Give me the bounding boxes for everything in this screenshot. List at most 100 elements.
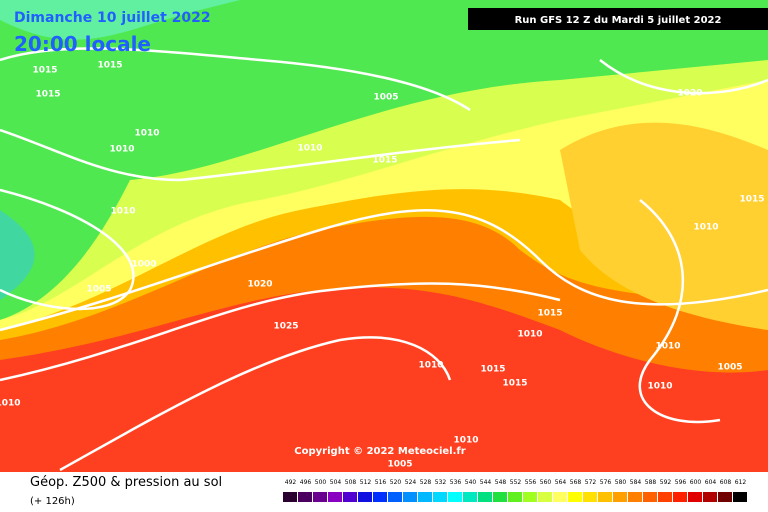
isobar-label: 1010	[134, 129, 159, 139]
scale-label: 540	[465, 479, 477, 486]
isobar-label: 1015	[537, 309, 562, 319]
isobar-label: 1015	[97, 61, 122, 71]
scale-label: 524	[405, 479, 417, 486]
isobar-label: 1010	[297, 144, 322, 154]
isobar-label: 1015	[35, 90, 60, 100]
isobar-label: 1020	[247, 280, 272, 290]
scale-swatch	[388, 492, 402, 502]
scale-label: 500	[315, 479, 327, 486]
isobar-label: 1000	[131, 260, 156, 270]
scale-label: 588	[645, 479, 657, 486]
scale-swatch	[328, 492, 342, 502]
isobar-label: 1015	[739, 195, 764, 205]
isobar-label: 1010	[109, 145, 134, 155]
isobar-label: 1015	[480, 365, 505, 375]
scale-swatch	[613, 492, 627, 502]
scale-swatch	[598, 492, 612, 502]
scale-label: 544	[480, 479, 492, 486]
scale-swatch	[433, 492, 447, 502]
isobar-label: 1010	[693, 223, 718, 233]
run-info: Run GFS 12 Z du Mardi 5 juillet 2022	[515, 15, 722, 26]
scale-swatch	[628, 492, 642, 502]
isobar-label: 1020	[677, 89, 702, 99]
isobar-label: 1010	[647, 382, 672, 392]
scale-swatch	[313, 492, 327, 502]
scale-label: 492	[285, 479, 297, 486]
scale-label: 596	[675, 479, 687, 486]
map-date: Dimanche 10 juillet 2022	[14, 10, 211, 26]
scale-swatch	[463, 492, 477, 502]
scale-label: 612	[735, 479, 747, 486]
run-banner	[468, 8, 768, 30]
scale-label: 548	[495, 479, 507, 486]
scale-label: 508	[345, 479, 357, 486]
scale-swatch	[643, 492, 657, 502]
scale-swatch	[358, 492, 372, 502]
field-cyan	[0, 210, 35, 300]
scale-swatch	[703, 492, 717, 502]
map-time: 20:00 locale	[14, 32, 151, 56]
scale-swatch	[553, 492, 567, 502]
scale-label: 504	[330, 479, 342, 486]
legend-title: Géop. Z500 & pression au sol	[30, 475, 222, 490]
isobar-label: 1010	[517, 330, 542, 340]
isobar-label: 1005	[387, 460, 412, 470]
scale-swatch	[343, 492, 357, 502]
scale-label: 556	[525, 479, 537, 486]
isobar-label: 1005	[373, 93, 398, 103]
scale-label: 592	[660, 479, 672, 486]
scale-label: 580	[615, 479, 627, 486]
isobars	[0, 47, 768, 472]
scale-swatch	[538, 492, 552, 502]
scale-label: 572	[585, 479, 597, 486]
field-red	[0, 287, 768, 472]
isobar-label: 1005	[86, 285, 111, 295]
scale-swatch	[733, 492, 747, 502]
scale-label: 552	[510, 479, 522, 486]
scale-swatch	[418, 492, 432, 502]
scale-swatch	[373, 492, 387, 502]
scale-swatch	[478, 492, 492, 502]
copyright: Copyright © 2022 Meteociel.fr	[294, 446, 465, 457]
scale-swatch	[403, 492, 417, 502]
scale-swatch	[568, 492, 582, 502]
scale-swatch	[673, 492, 687, 502]
scale-label: 516	[375, 479, 387, 486]
isobar-label: 1015	[372, 156, 397, 166]
scale-label: 532	[435, 479, 447, 486]
scale-label: 520	[390, 479, 402, 486]
scale-label: 608	[720, 479, 732, 486]
isobar-label: 1005	[717, 363, 742, 373]
isobar-label: 1015	[32, 66, 57, 76]
scale-swatch	[283, 492, 297, 502]
scale-swatch	[508, 492, 522, 502]
scale-label: 576	[600, 479, 612, 486]
scale-label: 528	[420, 479, 432, 486]
scale-label: 568	[570, 479, 582, 486]
legend-subtitle: (+ 126h)	[30, 496, 75, 507]
scale-label: 600	[690, 479, 702, 486]
scale-swatch	[718, 492, 732, 502]
isobar-label: 1015	[502, 379, 527, 389]
scale-label: 496	[300, 479, 312, 486]
scale-swatch	[583, 492, 597, 502]
isobar-label: 1010	[110, 207, 135, 217]
scale-swatch	[493, 492, 507, 502]
scale-label: 512	[360, 479, 372, 486]
isobar-label: 1010	[655, 342, 680, 352]
scale-label: 604	[705, 479, 717, 486]
isobar-label: 1010	[418, 361, 443, 371]
scale-swatch	[448, 492, 462, 502]
scale-swatch	[523, 492, 537, 502]
field-cyan	[0, 0, 240, 40]
isobar-label: 1025	[273, 322, 298, 332]
scale-label: 564	[555, 479, 567, 486]
scale-label: 536	[450, 479, 462, 486]
isobar-label: 1010	[453, 436, 478, 446]
isobar-label: 1010	[0, 399, 21, 409]
scale-label: 560	[540, 479, 552, 486]
scale-swatch	[688, 492, 702, 502]
scale-swatch	[298, 492, 312, 502]
